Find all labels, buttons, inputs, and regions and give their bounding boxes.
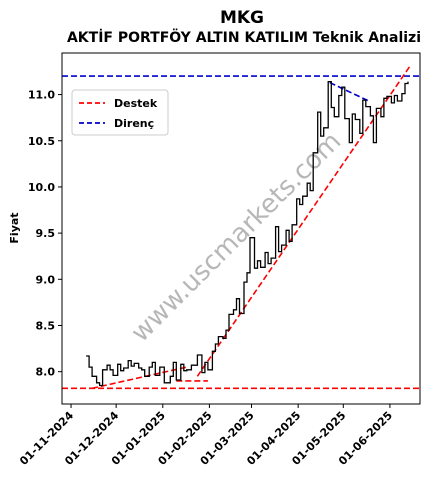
support-trend-line — [91, 366, 188, 390]
y-tick-label: 9.0 — [36, 273, 56, 286]
legend-resistance-label: Direnç — [114, 117, 154, 130]
watermark: www.uscmarkets.com — [125, 126, 347, 348]
y-tick-label: 10.5 — [28, 135, 55, 148]
y-tick-label: 10.0 — [28, 181, 55, 194]
y-axis-label: Fiyat — [8, 212, 21, 243]
legend: Destek Direnç — [71, 89, 169, 136]
y-tick-label: 8.0 — [36, 366, 56, 379]
chart-subtitle: AKTİF PORTFÖY ALTIN KATILIM Teknik Anali… — [67, 28, 421, 46]
price-series-line — [86, 80, 409, 387]
y-tick-label: 9.5 — [36, 227, 56, 240]
y-tick-label: 8.5 — [36, 319, 56, 332]
resistance-trend-line — [329, 81, 370, 102]
y-tick-label: 11.0 — [28, 89, 55, 102]
legend-support-label: Destek — [114, 97, 158, 110]
chart-title: MKG — [220, 8, 264, 28]
plot-frame — [61, 52, 421, 405]
